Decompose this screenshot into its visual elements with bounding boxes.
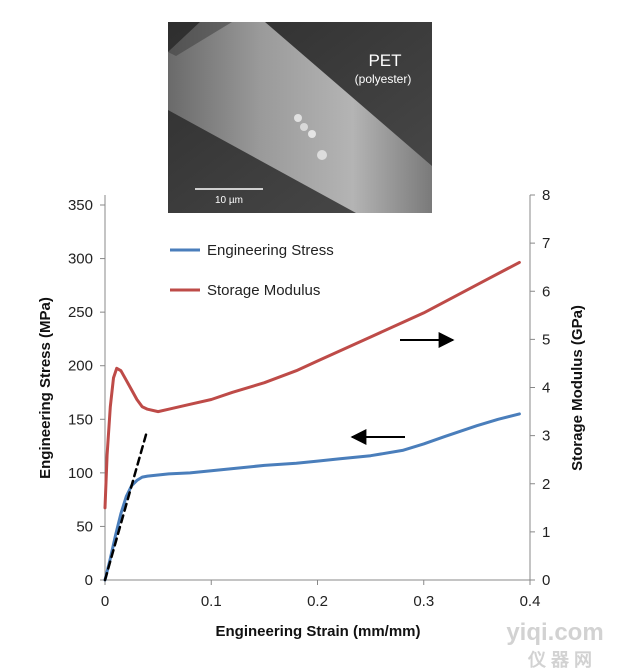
material-sublabel: (polyester) <box>355 72 412 86</box>
x-tick-label: 0.4 <box>520 593 541 610</box>
x-tick-label: 0.2 <box>307 593 328 610</box>
y-right-tick-label: 3 <box>542 428 550 445</box>
particle <box>308 130 316 138</box>
sem-inset-image: PET (polyester) 10 µm <box>168 22 432 213</box>
y-left-tick-label: 50 <box>76 518 93 535</box>
y-right-tick-label: 2 <box>542 476 550 493</box>
x-axis-title: Engineering Strain (mm/mm) <box>215 623 420 640</box>
right-axis-title: Storage Modulus (GPa) <box>569 305 586 471</box>
series-line-initial-slope <box>103 431 148 582</box>
legend-label-engineering-stress: Engineering Stress <box>207 242 334 259</box>
y-right-tick-label: 6 <box>542 283 550 300</box>
series-layer <box>103 260 521 582</box>
series-line-engineering-stress <box>103 412 521 582</box>
x-ticks: 0 0.1 0.2 0.3 0.4 <box>101 580 541 610</box>
series-line-storage-modulus <box>103 260 521 510</box>
y-left-tick-label: 100 <box>68 465 93 482</box>
y-right-tick-label: 4 <box>542 380 550 397</box>
legend: Engineering Stress Storage Modulus <box>170 242 334 299</box>
legend-label-storage-modulus: Storage Modulus <box>207 282 320 299</box>
x-tick-label: 0 <box>101 593 109 610</box>
particle <box>294 114 302 122</box>
y-right-tick-label: 8 <box>542 187 550 204</box>
y-left-tick-label: 250 <box>68 304 93 321</box>
watermark-line1: yiqi.com <box>506 619 603 646</box>
x-tick-label: 0.3 <box>413 593 434 610</box>
y-right-tick-label: 5 <box>542 331 550 348</box>
scale-bar-label: 10 µm <box>215 195 243 206</box>
y-left-tick-label: 200 <box>68 358 93 375</box>
y-ticks-left: 0 50 100 150 200 250 300 350 <box>68 197 105 589</box>
material-label: PET <box>368 51 401 70</box>
watermark-line2: 仪 器 网 <box>527 650 592 670</box>
particle <box>300 123 308 131</box>
y-right-tick-label: 0 <box>542 572 550 589</box>
y-left-tick-label: 350 <box>68 197 93 214</box>
y-right-tick-label: 1 <box>542 524 550 541</box>
left-axis-title: Engineering Stress (MPa) <box>37 297 54 479</box>
y-right-tick-label: 7 <box>542 235 550 252</box>
x-tick-label: 0.1 <box>201 593 222 610</box>
y-left-tick-label: 0 <box>85 572 93 589</box>
y-left-tick-label: 150 <box>68 411 93 428</box>
y-left-tick-label: 300 <box>68 251 93 268</box>
particle <box>317 150 327 160</box>
y-ticks-right: 0 1 2 3 4 5 6 7 8 <box>530 187 550 589</box>
